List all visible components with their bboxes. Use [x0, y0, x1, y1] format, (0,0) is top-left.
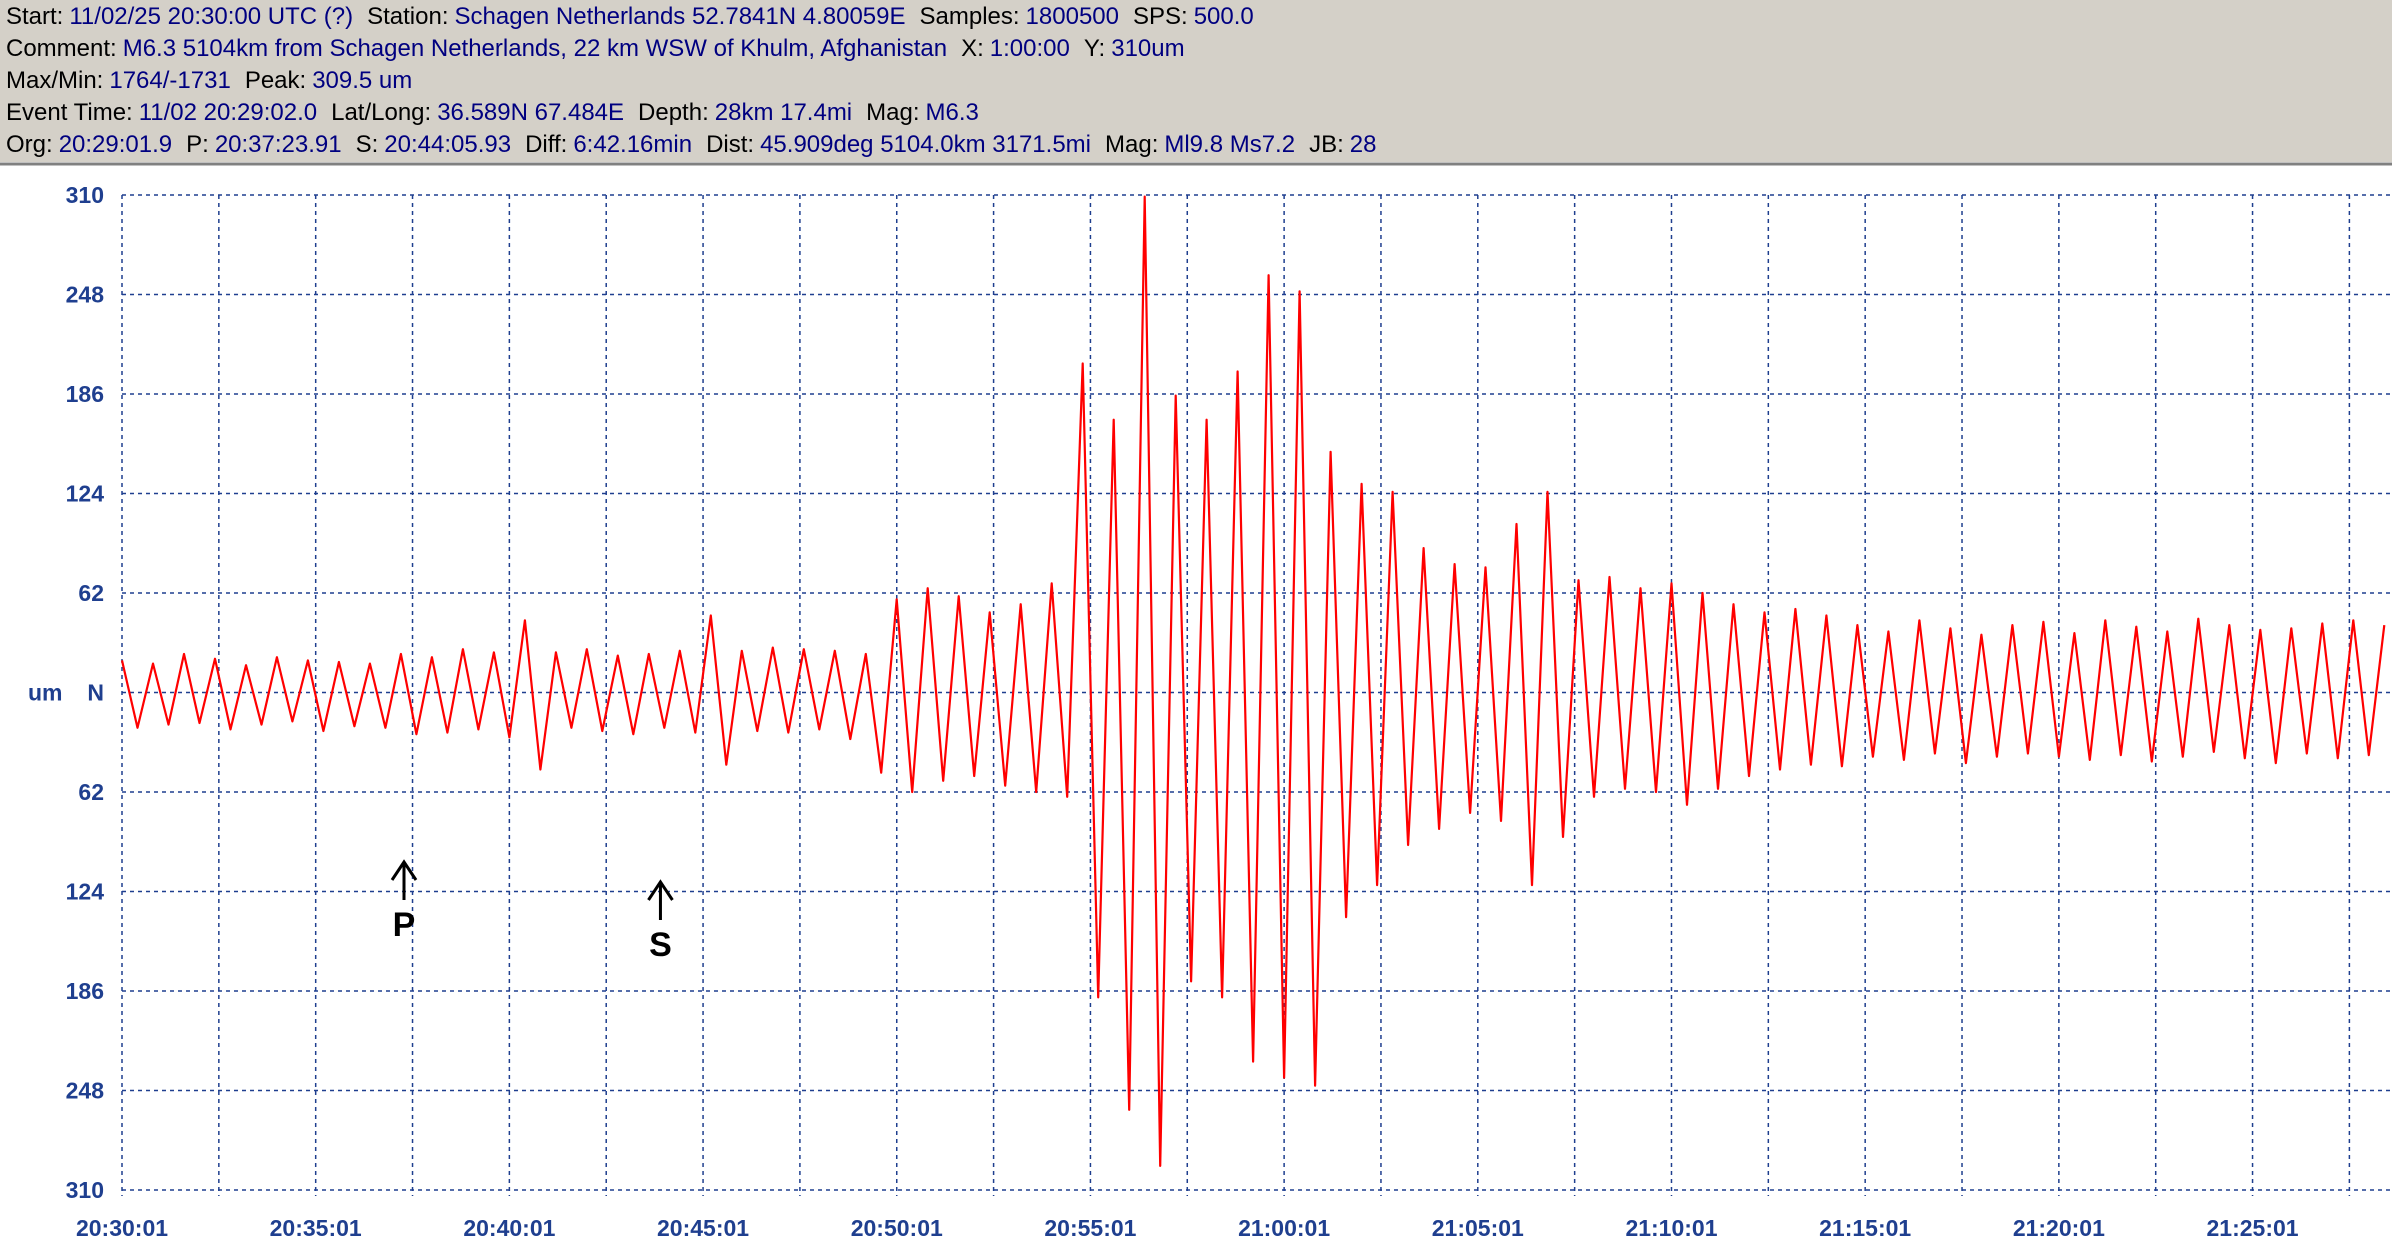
phase-arrow — [647, 879, 674, 920]
field-value: 310um — [1111, 35, 1184, 62]
field-value: 1:00:00 — [990, 35, 1070, 62]
field-value: 11/02/25 20:30:00 UTC (?) — [69, 3, 353, 30]
field-value: 1800500 — [1026, 3, 1119, 30]
field-value: 20:37:23.91 — [215, 131, 342, 158]
field-value: 28km 17.4mi — [715, 99, 852, 126]
field-value: 11/02 20:29:02.0 — [139, 99, 317, 126]
header-line: Event Time: 11/02 20:29:02.0 Lat/Long: 36.5… — [6, 99, 979, 126]
field-label: Max/Min: — [6, 67, 103, 94]
y-tick-label: N — [87, 680, 104, 706]
field-value: 45.909deg 5104.0km 3171.5mi — [760, 131, 1091, 158]
field-value: 20:44:05.93 — [384, 131, 511, 158]
field-label: Event Time: — [6, 99, 133, 126]
header-line: Org: 20:29:01.9 P: 20:37:23.91 S: 20:44:05.93… — [6, 131, 1376, 158]
field-label: Dist: — [706, 131, 754, 158]
field-label: Lat/Long: — [331, 99, 431, 126]
y-tick-label: 124 — [66, 879, 105, 905]
header-line: Comment: M6.3 5104km from Schagen Netherl… — [6, 35, 1185, 62]
field-value: Schagen Netherlands 52.7841N 4.80059E — [454, 3, 905, 30]
y-tick-label: 124 — [66, 481, 105, 507]
x-tick-label: 21:15:01 — [1819, 1215, 1911, 1241]
x-tick-label: 20:40:01 — [463, 1215, 555, 1241]
field-label: Station: — [367, 3, 448, 30]
field-label: Mag: — [1105, 131, 1158, 158]
field-label: X: — [961, 35, 984, 62]
field-label: Comment: — [6, 35, 117, 62]
y-tick-label: 186 — [66, 381, 104, 407]
field-value: M6.3 5104km from Schagen Netherlands, 22… — [123, 35, 947, 62]
field-value: 6:42.16min — [573, 131, 692, 158]
field-label: Diff: — [525, 131, 567, 158]
field-value: 309.5 um — [312, 67, 412, 94]
header-text: Start: 11/02/25 20:30:00 UTC (?) Station: S… — [6, 3, 1376, 158]
x-tick-label: 21:25:01 — [2207, 1215, 2299, 1241]
field-value: 36.589N 67.484E — [437, 99, 624, 126]
header-line: Max/Min: 1764/-1731 Peak: 309.5 um — [6, 67, 412, 94]
x-tick-label: 21:00:01 — [1238, 1215, 1330, 1241]
phase-arrow — [390, 859, 418, 900]
field-label: SPS: — [1133, 3, 1188, 30]
x-tick-label: 21:20:01 — [2013, 1215, 2105, 1241]
header-panel — [0, 0, 2392, 162]
x-tick-label: 20:35:01 — [270, 1215, 362, 1241]
y-tick-label: 248 — [66, 282, 105, 308]
field-label: JB: — [1309, 131, 1344, 158]
y-tick-label: 248 — [66, 1078, 105, 1104]
x-tick-label: 20:55:01 — [1044, 1215, 1136, 1241]
header-line: Start: 11/02/25 20:30:00 UTC (?) Station: S… — [6, 3, 1254, 30]
waveform — [120, 195, 2386, 1167]
field-value: 28 — [1350, 131, 1377, 158]
field-value: 1764/-1731 — [109, 67, 230, 94]
field-label: Samples: — [920, 3, 1020, 30]
field-label: Start: — [6, 3, 63, 30]
x-tick-label: 20:30:01 — [76, 1215, 168, 1241]
x-tick-label: 20:45:01 — [657, 1215, 749, 1241]
y-tick-label: 310 — [66, 1177, 104, 1203]
field-value: Ml9.8 Ms7.2 — [1164, 131, 1295, 158]
x-tick-label: 21:10:01 — [1625, 1215, 1717, 1241]
phase-label: S — [649, 926, 672, 964]
y-tick-label: 62 — [78, 580, 104, 606]
plot: 310 248 186 124 62 N 62 124 186 248 310 um 20:30:01 2… — [28, 182, 2392, 1241]
y-tick-label: 62 — [78, 779, 104, 805]
field-label: Mag: — [866, 99, 919, 126]
field-label: P: — [186, 131, 209, 158]
field-label: Y: — [1084, 35, 1105, 62]
y-axis-unit: um — [28, 680, 63, 706]
field-label: Org: — [6, 131, 53, 158]
field-label: Peak: — [245, 67, 306, 94]
y-tick-label: 186 — [66, 978, 104, 1004]
phase-label: P — [393, 906, 416, 944]
field-label: Depth: — [638, 99, 709, 126]
field-label: S: — [356, 131, 379, 158]
field-value: 500.0 — [1194, 3, 1254, 30]
y-tick-label: 310 — [66, 182, 104, 208]
x-tick-label: 20:50:01 — [851, 1215, 943, 1241]
field-value: M6.3 — [926, 99, 979, 126]
field-value: 20:29:01.9 — [59, 131, 172, 158]
x-tick-label: 21:05:01 — [1432, 1215, 1524, 1241]
